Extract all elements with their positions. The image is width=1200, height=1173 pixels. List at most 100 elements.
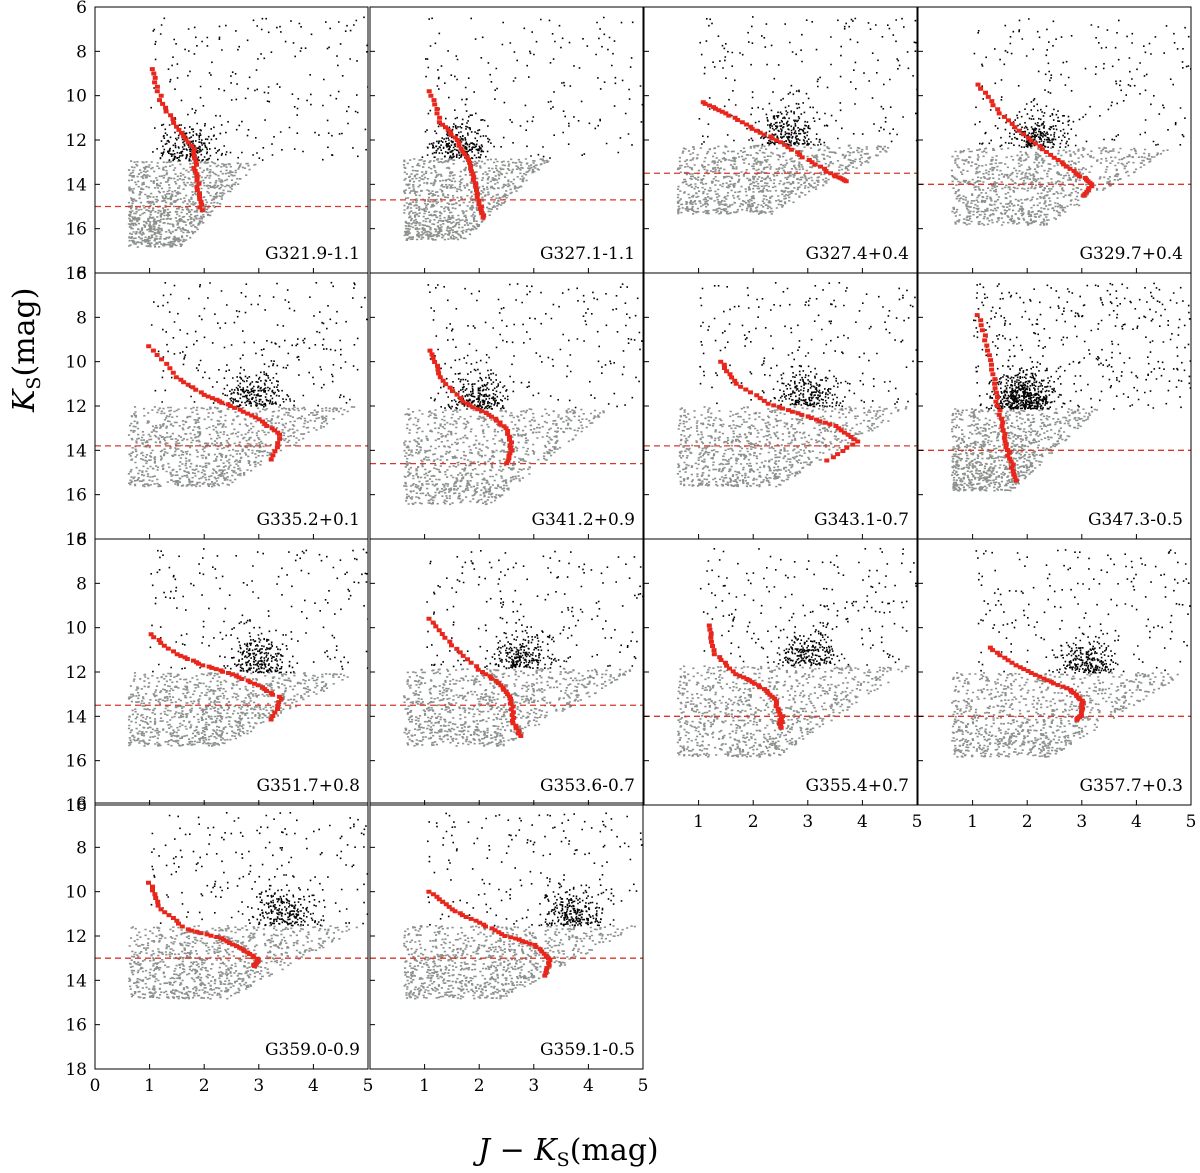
- panel-frame: [917, 272, 1192, 540]
- y-tick-label: 18: [65, 264, 87, 284]
- faint-stars: [127, 160, 257, 248]
- panel-G359.0-0.9: [95, 812, 368, 1000]
- x-tick-label: 3: [528, 1076, 539, 1096]
- y-tick-label: 14: [65, 707, 87, 727]
- panel-label: G355.4+0.7: [805, 776, 909, 796]
- y-tick-label: 14: [65, 971, 87, 991]
- y-tick-label: 8: [76, 838, 87, 858]
- red-clump-sequence: [987, 645, 1086, 722]
- faint-stars: [951, 672, 1179, 758]
- panel-G353.6-0.7: [370, 550, 643, 747]
- panel-G343.1-0.7: [644, 282, 917, 488]
- y-tick-label: 6: [76, 530, 87, 550]
- red-clump-sequence: [718, 359, 861, 463]
- faint-stars: [951, 408, 1098, 492]
- panel-G347.3-0.5: [918, 282, 1191, 492]
- panels-layer: G321.9-1.1 G327.1-1.1 G327.4+0.4 G329.7+0.4…: [94, 6, 1192, 1070]
- red-clump-sequence: [975, 82, 1095, 198]
- faint-stars: [950, 146, 1169, 226]
- bright-stars: [150, 281, 368, 408]
- faint-stars: [403, 667, 632, 747]
- red-clump-sequence: [700, 100, 849, 184]
- x-tick-label: 0: [90, 1076, 101, 1096]
- faint-stars: [676, 144, 890, 215]
- bright-stars: [699, 282, 917, 408]
- x-tick-label: 5: [638, 1076, 649, 1096]
- bright-stars: [150, 812, 368, 927]
- y-tick-label: 10: [65, 87, 87, 107]
- red-clump-sequence: [974, 313, 1019, 483]
- x-tick-label: 5: [1186, 812, 1197, 832]
- y-tick-label: 18: [65, 530, 87, 550]
- bright-stars: [426, 550, 643, 670]
- panel-G329.7+0.4: [918, 18, 1191, 226]
- panel-frame: [369, 538, 644, 806]
- y-tick-label: 14: [65, 175, 87, 195]
- bright-stars: [973, 282, 1191, 410]
- y-tick-label: 12: [65, 131, 87, 151]
- y-tick-label: 16: [65, 1016, 87, 1036]
- faint-stars: [403, 408, 605, 506]
- faint-stars: [676, 665, 910, 758]
- panel-G357.7+0.3: [918, 549, 1191, 758]
- x-tick-label: 1: [144, 1076, 155, 1096]
- red-clump-sequence: [426, 89, 487, 220]
- faint-stars: [676, 406, 908, 488]
- panel-label: G359.1-0.5: [540, 1040, 635, 1060]
- panel-G341.2+0.9: [370, 283, 643, 506]
- y-tick-label: 16: [65, 486, 87, 506]
- y-tick-label: 12: [65, 927, 87, 947]
- y-tick-label: 8: [76, 308, 87, 328]
- y-tick-label: 6: [76, 264, 87, 284]
- panel-label: G351.7+0.8: [256, 776, 360, 796]
- panel-label: G321.9-1.1: [265, 244, 360, 264]
- y-tick-label: 8: [76, 574, 87, 594]
- x-tick-label: 5: [363, 1076, 374, 1096]
- panel-label: G327.1-1.1: [540, 244, 635, 264]
- y-tick-label: 16: [65, 752, 87, 772]
- faint-stars: [402, 158, 550, 241]
- y-tick-label: 18: [65, 796, 87, 816]
- panel-label: G327.4+0.4: [805, 244, 909, 264]
- faint-stars: [127, 406, 356, 488]
- panel-frame: [94, 538, 369, 806]
- y-tick-label: 10: [65, 883, 87, 903]
- x-tick-label: 4: [857, 812, 868, 832]
- x-tick-label: 3: [802, 812, 813, 832]
- panel-label: G335.2+0.1: [256, 510, 360, 530]
- panel-G335.2+0.1: [95, 281, 368, 488]
- panel-label: G341.2+0.9: [531, 510, 635, 530]
- panel-G327.4+0.4: [644, 16, 917, 215]
- x-tick-label: 1: [693, 812, 704, 832]
- x-tick-label: 4: [1131, 812, 1142, 832]
- red-clump-sequence: [427, 348, 515, 466]
- bright-stars: [975, 549, 1191, 674]
- x-tick-label: 2: [199, 1076, 210, 1096]
- panel-label: G343.1-0.7: [814, 510, 909, 530]
- x-tick-label: 1: [967, 812, 978, 832]
- bright-stars: [973, 18, 1191, 148]
- x-tick-label: 3: [253, 1076, 264, 1096]
- y-tick-label: 6: [76, 794, 87, 814]
- y-tick-label: 8: [76, 42, 87, 62]
- x-tick-label: 4: [308, 1076, 319, 1096]
- y-tick-label: 12: [65, 397, 87, 417]
- bright-stars: [421, 16, 643, 160]
- faint-stars: [127, 672, 349, 747]
- y-tick-label: 12: [65, 663, 87, 683]
- y-tick-label: 18: [65, 1060, 87, 1080]
- x-tick-label: 3: [1076, 812, 1087, 832]
- bright-stars: [427, 812, 643, 927]
- y-tick-label: 6: [76, 0, 87, 18]
- panel-G351.7+0.8: [95, 548, 368, 747]
- panel-label: G353.6-0.7: [540, 776, 635, 796]
- red-clump-sequence: [148, 632, 284, 722]
- red-clump-sequence: [426, 889, 553, 978]
- red-clump-sequence: [149, 67, 205, 213]
- y-tick-label: 14: [65, 441, 87, 461]
- panel-frame: [917, 6, 1192, 274]
- panel-label: G347.3-0.5: [1088, 510, 1183, 530]
- panel-frame: [94, 802, 369, 1070]
